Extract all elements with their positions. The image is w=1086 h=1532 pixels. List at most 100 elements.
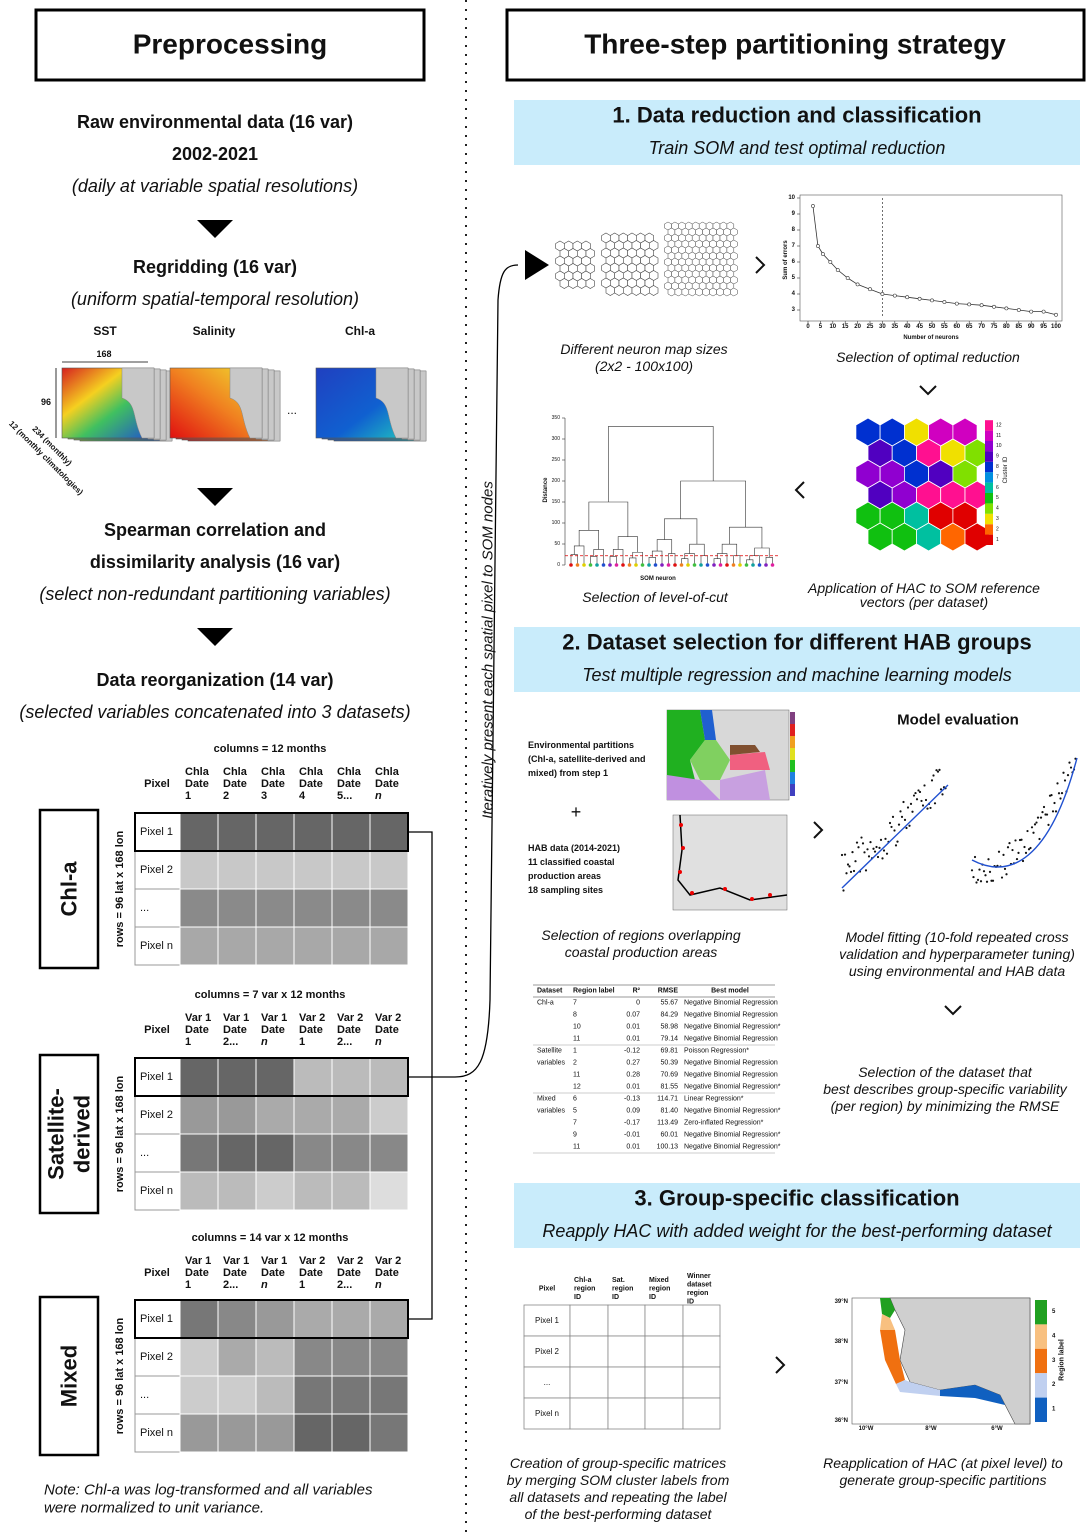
dot [1064,779,1066,781]
table-cell: variables [537,1108,566,1115]
column-header: 1 [299,1036,305,1048]
note: Note: Chl-a was log-transformed and all … [44,1482,373,1499]
colorbar-label: 5 [996,495,999,501]
error-point [955,302,958,305]
column-header: Chl-a [574,1277,592,1284]
table-cell: 10 [573,1024,581,1031]
data-cell [332,1172,370,1210]
column-header: Date [299,1267,323,1279]
dot [869,841,871,843]
caption: Selection of level-of-cut [582,589,729,605]
matrix-cell [683,1398,720,1429]
colorbar-label: 11 [996,433,1001,439]
colorbar-segment [985,441,993,451]
leaf [725,563,729,567]
column-header: Pixel [144,1024,170,1036]
colorbar-segment [790,736,795,748]
step-note: (selected variables concatenated into 3 … [19,702,410,722]
lat-label: 38°N [835,1339,848,1345]
table-cell: 0.01 [626,1144,640,1151]
dot [1062,772,1064,774]
dot [1053,802,1055,804]
error-point [943,300,946,303]
data-cell [332,1376,370,1414]
dot [898,824,900,826]
y-tick-label: 7 [792,243,796,249]
dot [872,848,874,850]
dot [974,856,976,858]
data-cell [294,1300,332,1338]
lon-label: 10°W [859,1426,874,1432]
data-cell [332,1300,370,1338]
dot [1040,817,1042,819]
y-tick-label: 10 [788,195,795,201]
dendro-branch [657,540,672,554]
step-note: (daily at variable spatial resolutions) [72,176,358,196]
rows-caption: rows = 96 lat x 168 lon [114,1317,126,1434]
data-cell [218,927,256,965]
error-point [992,305,995,308]
dot [856,841,858,843]
hex [689,288,696,296]
x-tick-label: 10 [829,324,836,330]
column-header: Date [299,1024,323,1036]
column-header: region [649,1286,670,1293]
hex [586,279,595,289]
matrix-cell [645,1398,683,1429]
dot [1026,830,1028,832]
column-header: Date [337,778,361,790]
data-cell [370,1376,408,1414]
dot [983,870,985,872]
dot [904,819,906,821]
leaf [641,563,645,567]
caption: Selection of the dataset that [858,1064,1033,1080]
columns-caption: columns = 12 months [214,743,327,755]
dot [932,774,934,776]
note: were normalized to unit variance. [44,1500,264,1517]
columns-caption: columns = 7 var x 12 months [195,989,346,1001]
info-text: 18 sampling sites [528,885,603,895]
table-cell: Negative Binomial Regression* [684,1144,781,1151]
x-tick-label: 20 [854,324,861,330]
column-header: Chla [299,766,324,778]
dot [899,810,901,812]
leaf [751,563,755,567]
error-point [1042,310,1045,313]
hex [682,288,689,296]
colorbar-segment [985,431,993,441]
colorbar-label: 3 [1052,1358,1056,1364]
dot [880,839,882,841]
site [723,887,727,891]
table-cell: 0 [636,1000,640,1007]
lat-label: 39°N [835,1299,848,1305]
data-cell [370,889,408,927]
row-label: Pixel n [140,940,173,952]
rows-caption: rows = 96 lat x 168 lon [114,1075,126,1192]
column-header: ID [687,1298,694,1305]
dendro-branch [608,426,713,502]
colorbar-label: 10 [996,443,1002,449]
column-header: Pixel [144,778,170,790]
table-cell: 11 [573,1036,580,1043]
data-cell [180,1414,218,1452]
leaf [660,563,664,567]
error-point [893,294,896,297]
colorbar-segment [790,712,795,724]
dataset-name: Chl-a [57,861,82,917]
dot [908,825,910,827]
table-cell: Linear Regression* [684,1096,744,1103]
column-header: ID [649,1294,656,1301]
dot [984,874,986,876]
data-cell [256,1096,294,1134]
colorbar-segment [790,724,795,736]
dendro-branch [717,554,727,565]
hex [577,279,586,289]
table-cell: 81.55 [660,1084,678,1091]
dot [850,871,852,873]
leaf [634,563,638,567]
chevron-arrow [814,822,822,838]
leaf [745,563,749,567]
x-tick-label: 50 [929,324,936,330]
data-cell [294,1096,332,1134]
row-label: ... [140,1389,149,1401]
